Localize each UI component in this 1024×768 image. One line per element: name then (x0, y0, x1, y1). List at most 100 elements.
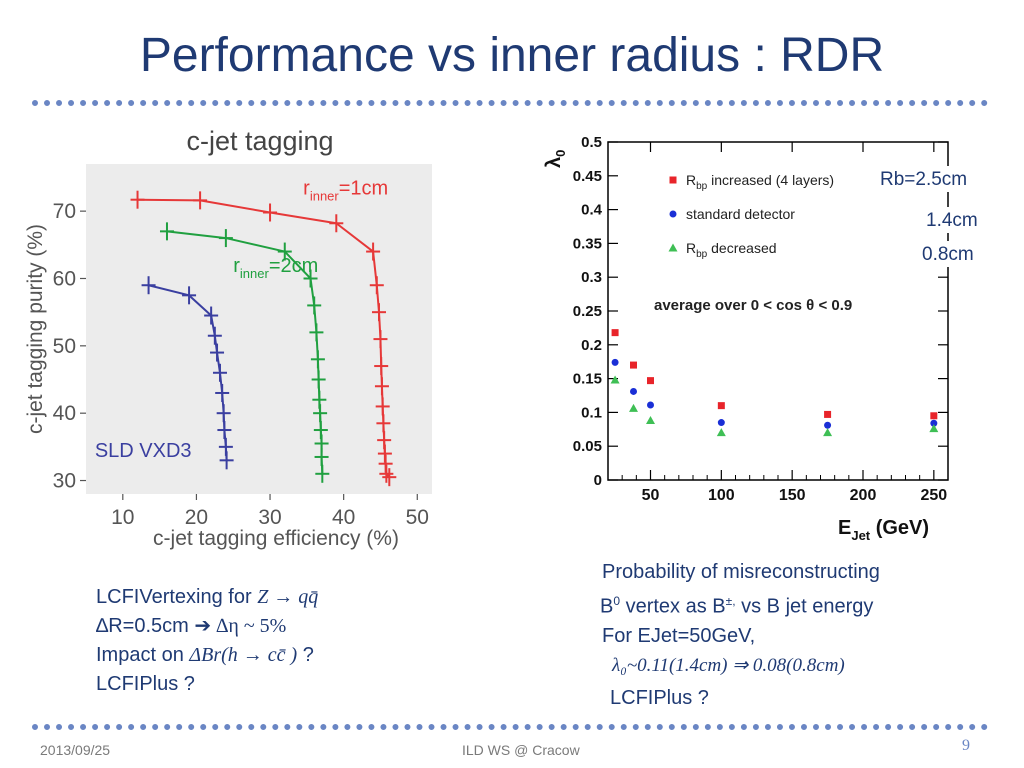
legend-entry: Rbp decreased (686, 240, 777, 260)
legend-entry: Rbp increased (4 layers) (686, 172, 834, 192)
data-point (371, 303, 386, 322)
label-background (874, 166, 972, 192)
footer-event: ILD WS @ Cracow (462, 742, 580, 758)
data-point (611, 358, 619, 366)
left-note-line4: LCFIPlus ? (96, 673, 195, 695)
x-axis-label: c-jet tagging efficiency (%) (153, 527, 399, 550)
right-note-line2: B0 vertex as B±, vs B jet energy (600, 587, 1002, 622)
legend-entry: standard detector (686, 206, 795, 222)
x-tick-label: 50 (642, 487, 660, 504)
right-note-line3: For EJet=50GeV, (602, 624, 756, 647)
chart-annotation: average over 0 < cos θ < 0.9 (654, 297, 852, 314)
data-point (382, 468, 397, 487)
y-tick-label: 0.2 (581, 337, 602, 354)
left-note-line2: ∆R=0.5cm ➔ ∆η ~ 5% (96, 612, 516, 641)
y-tick-label: 0.35 (573, 235, 602, 252)
data-point (669, 210, 677, 218)
y-tick-label: 0.1 (581, 404, 602, 421)
math-expression: ΔBr(h → cc̄ ) (189, 644, 298, 666)
x-tick-label: 250 (920, 487, 947, 504)
y-tick-label: 0.45 (573, 168, 602, 185)
data-point (303, 269, 318, 288)
note-text: B (600, 595, 614, 618)
data-point (130, 190, 145, 209)
data-point (824, 421, 832, 429)
data-point (159, 222, 174, 241)
data-point (373, 330, 388, 349)
superscript: ±, (725, 594, 736, 608)
data-point (217, 421, 232, 440)
x-tick-label: 30 (258, 506, 281, 529)
left-note-line1: LCFIVertexing for Z → qq̄ (96, 583, 516, 612)
data-point (366, 242, 381, 261)
y-tick-label: 70 (53, 200, 76, 223)
data-point (215, 383, 230, 402)
y-tick-label: 50 (53, 335, 76, 358)
series-label: SLD VXD3 (95, 440, 192, 462)
data-point (929, 424, 939, 433)
y-tick-label: 0.15 (573, 371, 602, 388)
bottom-divider (32, 724, 988, 730)
data-point (314, 447, 329, 466)
data-point (717, 419, 725, 427)
math-expression: ∆η ~ 5% (211, 615, 287, 637)
label-background (916, 241, 981, 267)
data-point (311, 370, 326, 389)
y-tick-label: 60 (53, 267, 76, 290)
data-point (376, 414, 391, 433)
data-point (611, 329, 619, 337)
note-text: Impact on (96, 644, 190, 666)
data-point (204, 306, 219, 325)
note-text: vs B jet energy (735, 595, 874, 618)
y-tick-label: 0.4 (581, 202, 603, 219)
data-point (218, 229, 233, 248)
data-point (647, 377, 654, 385)
data-point (210, 343, 225, 362)
slide-title: Performance vs inner radius : RDR (139, 29, 885, 82)
lambda0-vs-ejet-chart: 0 0.05 0.1 0.15 0.2 0.25 0.3 0.35 0.4 0.45 0.5 50 10… (543, 134, 985, 543)
data-point (630, 361, 637, 369)
data-point (313, 404, 328, 423)
x-tick-label: 10 (111, 506, 134, 529)
data-point (315, 464, 330, 483)
series-label: rinner=2cm (233, 255, 318, 281)
data-point (379, 464, 394, 483)
data-point (930, 419, 938, 427)
left-notes: LCFIVertexing for Z → qq̄ ∆R=0.5cm ➔ ∆η … (96, 583, 516, 699)
left-note-line3: Impact on ΔBr(h → cc̄ ) ? (96, 641, 516, 670)
top-divider (32, 100, 988, 106)
c-jet-tagging-chart: c-jet tagging 10 20 30 40 50 30 40 50 60 70 rinne… (24, 126, 432, 550)
data-point (219, 451, 234, 470)
data-point (375, 397, 390, 416)
data-point (647, 401, 654, 409)
data-point (212, 363, 227, 382)
note-text: LCFIVertexing for (96, 586, 258, 608)
y-axis-label: c-jet tagging purity (%) (24, 224, 47, 434)
data-point (374, 377, 389, 396)
superscript: 0 (613, 594, 621, 608)
x-tick-label: 100 (708, 487, 735, 504)
arrow-icon: ➔ (194, 615, 212, 637)
data-point (374, 357, 389, 376)
x-tick-label: 50 (406, 506, 429, 529)
data-point (193, 191, 208, 210)
y-tick-label: 40 (53, 402, 76, 425)
page-number: 9 (962, 737, 970, 754)
data-point (263, 203, 278, 222)
label-background (920, 207, 985, 233)
data-point (930, 412, 938, 420)
plot-area (86, 164, 432, 494)
math-expression: Z → qq̄ (257, 586, 319, 608)
note-text: ? (297, 644, 314, 666)
footer-date: 2013/09/25 (40, 742, 111, 758)
x-tick-label: 20 (185, 506, 208, 529)
data-point (669, 176, 677, 184)
data-point (307, 296, 322, 315)
x-axis-label: EJet (GeV) (838, 517, 929, 543)
y-tick-label: 30 (53, 470, 76, 493)
y-tick-label: 0.05 (573, 438, 602, 455)
x-tick-label: 40 (332, 506, 355, 529)
radius-label: 0.8cm (922, 244, 974, 265)
radius-label: 1.4cm (926, 210, 978, 231)
plot-area (607, 141, 949, 481)
